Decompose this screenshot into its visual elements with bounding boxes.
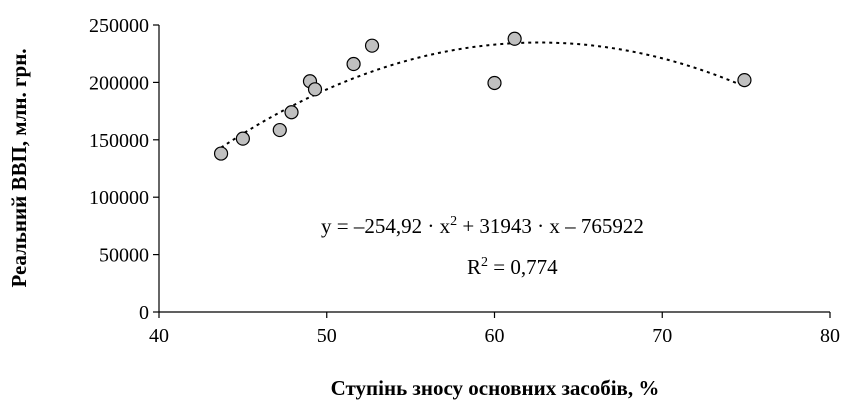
x-tick-label: 40 <box>149 325 169 347</box>
data-point <box>487 75 502 91</box>
y-tick-label: 50000 <box>99 245 149 267</box>
data-points <box>213 31 752 161</box>
r-squared-label: R <box>467 255 481 279</box>
x-tick-label: 80 <box>820 325 840 347</box>
y-tick-label: 0 <box>139 302 149 324</box>
x-tick-label: 50 <box>317 325 337 347</box>
equation-exponent: 2 <box>450 214 457 229</box>
data-point <box>307 82 323 97</box>
data-point <box>272 122 287 138</box>
regression-equation: y = –254,92 · x2 + 31943 · x – 765922 <box>321 214 644 238</box>
r-squared-exponent: 2 <box>481 255 488 270</box>
trendline-group <box>220 41 745 149</box>
r-squared: R2 = 0,774 <box>467 255 558 279</box>
data-point <box>507 31 522 46</box>
x-axis-title: Ступінь зносу основних засобів, % <box>331 376 660 400</box>
y-tick-label: 200000 <box>89 72 149 94</box>
y-axis: 0 50000 100000 150000 200000 250000 <box>89 15 160 324</box>
equation-part: y = –254,92 · x <box>321 214 451 238</box>
data-point <box>346 56 361 72</box>
y-tick-label: 100000 <box>89 187 149 209</box>
x-tick-label: 60 <box>485 325 505 347</box>
data-point <box>235 131 250 146</box>
y-tick-label: 250000 <box>89 15 149 37</box>
x-axis: 40 50 60 70 80 <box>149 311 840 347</box>
data-point <box>213 146 229 161</box>
trendline <box>220 41 745 149</box>
data-point <box>284 105 299 120</box>
data-point <box>364 38 380 53</box>
r-squared-value: = 0,774 <box>488 255 558 279</box>
data-point <box>737 73 752 88</box>
x-tick-label: 70 <box>652 325 672 347</box>
y-tick-label: 150000 <box>89 130 149 152</box>
y-axis-title: Реальний ВВП, млн. грн. <box>7 48 31 287</box>
equation-part: + 31943 · x – 765922 <box>457 214 644 238</box>
